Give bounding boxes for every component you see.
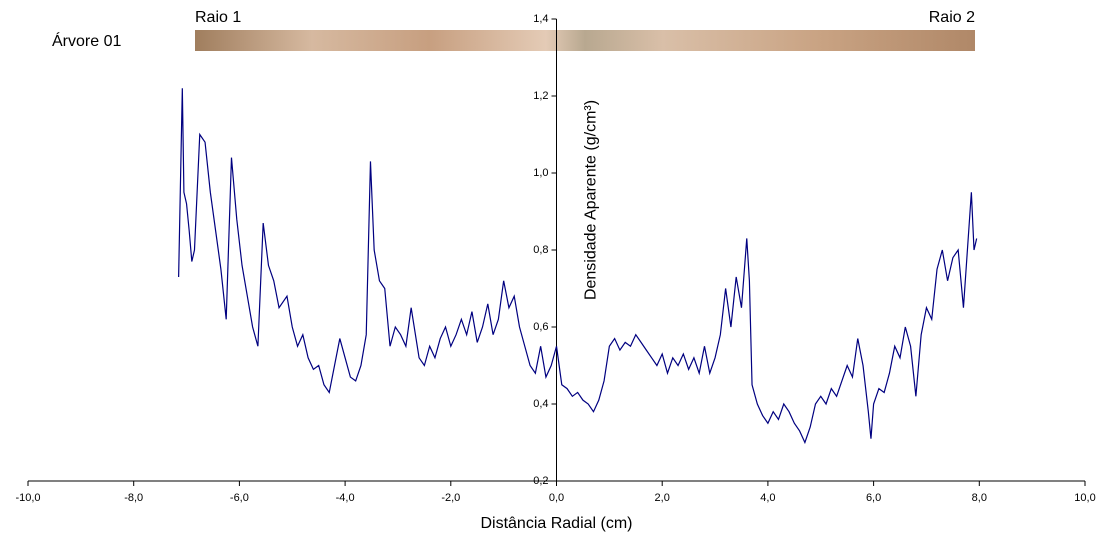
data-line [178,88,978,445]
x-tick-label: -10,0 [15,492,40,504]
x-tick-label: -2,0 [441,492,460,504]
y-tick-label: 1,0 [533,167,548,179]
y-tick-label: 0,6 [533,321,548,333]
x-tick-label: 0,0 [549,492,564,504]
annotation: Raio 2 [929,9,975,26]
annotation: Árvore 01 [52,31,121,50]
x-axis-title: Distância Radial (cm) [480,515,632,532]
annotation: Raio 1 [195,9,241,26]
y-axis-title: Densidade Aparente (g/cm³) [583,100,600,300]
x-tick-label: -6,0 [230,492,249,504]
x-tick-label: 6,0 [866,492,881,504]
x-tick-label: -4,0 [336,492,355,504]
y-tick-label: 0,2 [533,475,548,487]
y-tick-label: 1,2 [533,90,548,102]
wood-sample-image [195,30,975,51]
y-tick-label: 1,4 [533,13,548,25]
y-tick-label: 0,4 [533,398,548,410]
y-tick-label: 0,8 [533,244,548,256]
x-tick-label: 8,0 [972,492,987,504]
x-tick-label: 2,0 [655,492,670,504]
x-tick-label: 4,0 [760,492,775,504]
x-tick-label: -8,0 [124,492,143,504]
x-tick-label: 10,0 [1074,492,1095,504]
